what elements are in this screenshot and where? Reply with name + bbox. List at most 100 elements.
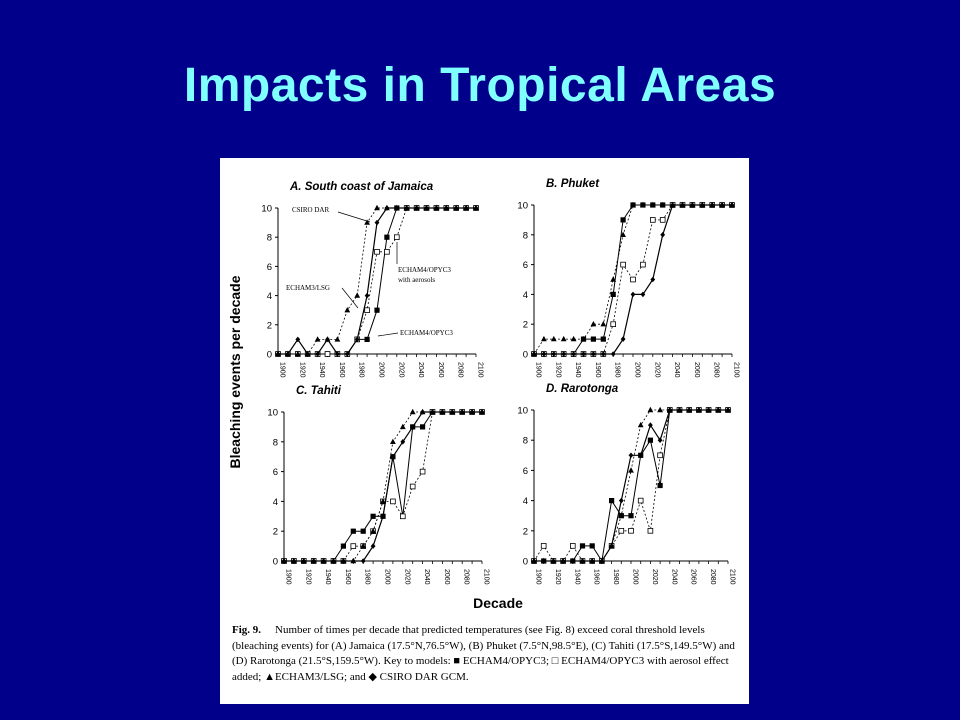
marker-triangle [364, 219, 370, 225]
marker-triangle [659, 201, 666, 208]
x-tick-label: 2020 [397, 362, 404, 378]
annotation-arrow [341, 287, 359, 309]
marker-diamond [364, 292, 370, 299]
marker-diamond [699, 202, 705, 208]
marker-diamond [618, 497, 624, 504]
x-tick-label: 1940 [573, 569, 580, 585]
x-tick-label: 2040 [673, 362, 680, 378]
marker-square-filled [370, 513, 376, 519]
marker-diamond [719, 202, 725, 208]
marker-diamond [591, 351, 596, 357]
marker-diamond [370, 543, 376, 549]
marker-diamond [551, 351, 557, 357]
y-tick-label: 10 [267, 408, 278, 419]
marker-diamond [311, 558, 317, 564]
marker-triangle [657, 406, 663, 413]
x-tick-label: 2100 [729, 569, 736, 585]
x-tick-label: 2080 [463, 569, 470, 585]
marker-square-filled [360, 528, 366, 534]
marker-square-filled [340, 543, 346, 549]
marker-square-open [324, 351, 331, 357]
x-tick-label: 1940 [324, 569, 331, 585]
marker-square-filled [600, 336, 606, 342]
x-tick-label: 2060 [437, 362, 444, 378]
marker-diamond [285, 351, 291, 357]
marker-square-open [649, 217, 656, 223]
y-tick-label: 6 [523, 260, 528, 271]
marker-square-open [620, 261, 626, 268]
marker-diamond [677, 407, 682, 413]
marker-diamond [706, 407, 711, 413]
marker-diamond [440, 409, 445, 415]
marker-diamond [384, 205, 390, 211]
marker-diamond [420, 409, 425, 415]
marker-diamond [469, 409, 475, 415]
y-tick-label: 10 [517, 406, 528, 417]
marker-square-open [618, 527, 625, 534]
marker-diamond [630, 291, 636, 298]
marker-triangle [380, 498, 386, 504]
x-tick-label: 2000 [632, 569, 639, 585]
annotation-arrow [377, 332, 399, 337]
marker-triangle [344, 307, 351, 313]
figure-caption: Fig. 9. Number of times per decade that p… [232, 623, 742, 685]
marker-diamond [335, 351, 340, 357]
marker-diamond [301, 558, 307, 564]
marker-triangle [314, 336, 321, 342]
y-tick-label: 6 [273, 467, 278, 478]
marker-square-filled [374, 307, 380, 313]
marker-diamond [610, 351, 616, 357]
y-tick-label: 4 [273, 497, 278, 508]
marker-square-filled [609, 498, 615, 504]
marker-diamond [657, 437, 663, 443]
marker-square-filled [657, 482, 663, 489]
x-tick-label: 1900 [535, 569, 542, 585]
x-tick-label: 2000 [634, 362, 641, 378]
marker-diamond [404, 205, 410, 211]
marker-diamond [541, 351, 547, 357]
series-line [284, 411, 482, 562]
marker-diamond [660, 232, 666, 238]
x-tick-label: 1900 [285, 569, 292, 585]
marker-diamond [725, 407, 731, 413]
marker-square-filled [364, 336, 370, 342]
x-tick-label: 2080 [709, 569, 716, 585]
marker-diamond [640, 291, 646, 298]
series-line [534, 409, 728, 563]
marker-diamond [400, 439, 406, 445]
x-tick-label: 1920 [554, 569, 561, 585]
marker-square-open [657, 452, 663, 459]
series-line [534, 409, 728, 562]
marker-diamond [580, 558, 585, 564]
marker-triangle [294, 350, 301, 357]
marker-diamond [394, 205, 400, 211]
marker-diamond [581, 351, 586, 357]
marker-diamond [414, 205, 419, 211]
x-tick-label: 2000 [378, 362, 385, 378]
marker-square-filled [579, 543, 586, 549]
marker-diamond [715, 407, 721, 413]
marker-square-filled [647, 437, 653, 443]
caption-label: Fig. 9. [232, 624, 262, 636]
marker-square-filled [589, 543, 595, 549]
marker-diamond [305, 351, 311, 357]
marker-triangle [590, 321, 597, 327]
panel-title: B. Phuket [546, 178, 600, 190]
x-tick-label: 2080 [457, 362, 464, 378]
x-tick-label: 1940 [318, 362, 325, 378]
y-tick-label: 8 [523, 230, 528, 241]
marker-square-filled [590, 336, 596, 342]
marker-diamond [410, 424, 416, 430]
annotation-echam4-aerosols: ECHAM4/OPYC3 [398, 266, 451, 274]
marker-diamond [648, 422, 653, 428]
x-tick-label: 2020 [653, 362, 660, 378]
marker-diamond [390, 453, 396, 460]
marker-triangle [570, 335, 577, 342]
x-tick-label: 1960 [594, 362, 601, 378]
x-tick-label: 2020 [403, 569, 410, 585]
y-tick-label: 10 [261, 204, 272, 215]
marker-triangle [374, 204, 380, 211]
y-tick-label: 10 [517, 201, 528, 212]
annotation-csiro-dar: CSIRO DAR [292, 206, 329, 214]
marker-square-filled [610, 291, 616, 297]
